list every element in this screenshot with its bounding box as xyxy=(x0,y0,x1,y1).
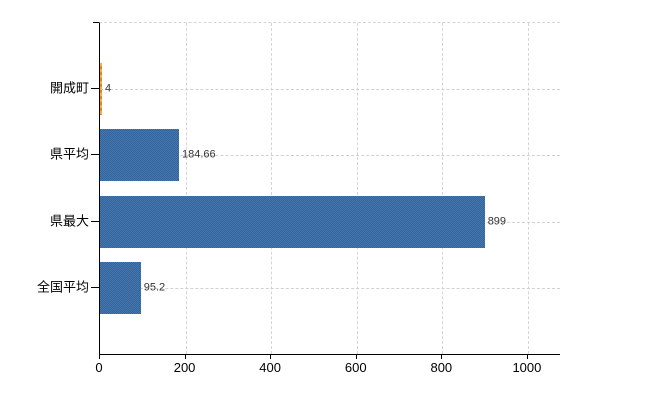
x-axis-tick-label: 600 xyxy=(344,360,367,375)
x-axis-tick xyxy=(355,354,357,359)
gridline-vertical xyxy=(527,23,529,354)
x-axis-tick-label: 400 xyxy=(259,360,282,375)
plot-area: 4 184.66 899 95.2 xyxy=(99,22,560,355)
category-label: 全国平均 xyxy=(36,279,89,295)
x-axis-tick-label: 1000 xyxy=(512,360,542,375)
category-axis: 開成町県平均県最大全国平均 xyxy=(0,22,89,353)
x-axis-tick xyxy=(99,354,100,359)
category-label: 県平均 xyxy=(49,146,89,162)
category-label: 県最大 xyxy=(49,213,89,229)
gridline-vertical xyxy=(271,23,273,354)
x-axis-tick xyxy=(526,354,528,359)
gridline-horizontal xyxy=(100,155,560,157)
gridline-vertical xyxy=(185,23,187,354)
x-axis-tick-label: 200 xyxy=(173,360,196,375)
y-axis-top-tick xyxy=(93,22,99,23)
category-axis-tick xyxy=(91,220,99,222)
category-axis-tick xyxy=(91,154,99,156)
gridline-vertical xyxy=(356,23,358,354)
bar-value-label: 899 xyxy=(487,215,507,228)
gridline-horizontal xyxy=(100,287,560,289)
bar-value-label: 184.66 xyxy=(182,148,216,161)
bar xyxy=(100,63,102,116)
bar-value-label: 95.2 xyxy=(143,281,166,294)
bar-value-label: 4 xyxy=(105,82,112,95)
category-label: 開成町 xyxy=(49,80,89,96)
category-axis-tick xyxy=(91,88,99,90)
bar xyxy=(100,129,180,182)
category-axis-tick xyxy=(91,286,99,288)
x-axis-tick-label: 0 xyxy=(95,360,103,375)
x-axis-tick xyxy=(184,354,186,359)
bar xyxy=(100,261,141,314)
gridline-vertical xyxy=(442,23,444,354)
x-axis-tick xyxy=(441,354,443,359)
bar xyxy=(100,195,485,248)
gridline-horizontal xyxy=(100,89,560,91)
x-axis-tick xyxy=(270,354,272,359)
x-axis-tick-label: 800 xyxy=(430,360,453,375)
